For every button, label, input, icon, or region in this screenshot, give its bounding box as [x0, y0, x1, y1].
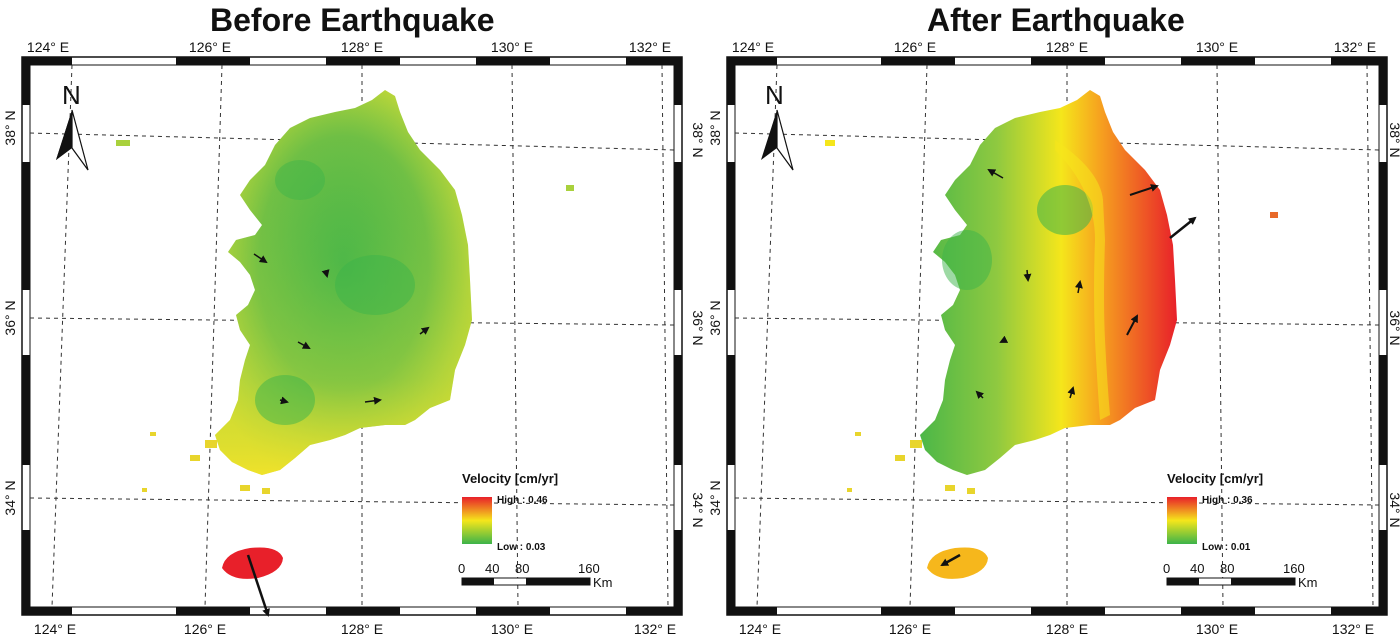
svg-text:124° E: 124° E [739, 621, 781, 637]
after-arrows [940, 169, 1197, 567]
after-legend: Velocity [cm/yr] High : 0.36 Low : 0.01 [1167, 471, 1263, 553]
before-north-arrow: N [56, 80, 89, 171]
before-islands [142, 432, 270, 494]
svg-text:128° E: 128° E [341, 621, 383, 637]
before-island-ulleung [566, 185, 574, 191]
svg-text:124° E: 124° E [732, 39, 774, 55]
svg-text:38° N: 38° N [2, 110, 18, 145]
svg-text:124° E: 124° E [34, 621, 76, 637]
svg-text:Km: Km [593, 575, 613, 590]
before-legend-ramp [462, 497, 492, 544]
svg-text:130° E: 130° E [491, 39, 533, 55]
svg-text:126° E: 126° E [889, 621, 931, 637]
svg-text:38° N: 38° N [1387, 122, 1400, 157]
svg-text:132° E: 132° E [1334, 39, 1376, 55]
after-legend-title: Velocity [cm/yr] [1167, 471, 1263, 486]
svg-text:34° N: 34° N [707, 480, 723, 515]
svg-text:132° E: 132° E [629, 39, 671, 55]
after-frame-bars [727, 57, 1387, 615]
before-scale-bar: 0 40 80 160 Km [458, 561, 613, 590]
after-island-ulleung [1270, 212, 1278, 218]
before-legend-high: High : 0.46 [497, 495, 548, 506]
svg-text:38° N: 38° N [707, 110, 723, 145]
svg-text:130° E: 130° E [1196, 39, 1238, 55]
svg-text:128° E: 128° E [1046, 621, 1088, 637]
after-north-label: N [765, 80, 784, 110]
svg-text:36° N: 36° N [1387, 310, 1400, 345]
svg-text:80: 80 [1220, 561, 1234, 576]
before-axis-labels: 124° E 126° E 128° E 130° E 132° E 124° … [2, 39, 706, 637]
svg-text:124° E: 124° E [27, 39, 69, 55]
svg-text:0: 0 [458, 561, 465, 576]
svg-text:34° N: 34° N [1387, 492, 1400, 527]
svg-text:34° N: 34° N [2, 480, 18, 515]
svg-text:80: 80 [515, 561, 529, 576]
before-frame-bars [22, 57, 682, 615]
after-map-panel: N Velocity [cm/yr] High : 0.36 Low : 0.0… [707, 39, 1400, 637]
svg-text:128° E: 128° E [1046, 39, 1088, 55]
svg-text:128° E: 128° E [341, 39, 383, 55]
before-legend-low: Low : 0.03 [497, 542, 546, 553]
after-legend-high: High : 0.36 [1202, 495, 1253, 506]
svg-text:Km: Km [1298, 575, 1318, 590]
before-arrows [246, 253, 430, 617]
svg-text:34° N: 34° N [690, 492, 706, 527]
svg-text:0: 0 [1163, 561, 1170, 576]
after-north-arrow: N [761, 80, 794, 171]
svg-text:126° E: 126° E [184, 621, 226, 637]
svg-text:36° N: 36° N [2, 300, 18, 335]
svg-text:40: 40 [1190, 561, 1204, 576]
after-axis-labels: 124° E 126° E 128° E 130° E 132° E 124° … [707, 39, 1400, 637]
after-scale-bar: 0 40 80 160 Km [1163, 561, 1318, 590]
svg-text:126° E: 126° E [189, 39, 231, 55]
svg-text:36° N: 36° N [690, 310, 706, 345]
svg-text:130° E: 130° E [491, 621, 533, 637]
before-north-label: N [62, 80, 81, 110]
svg-text:126° E: 126° E [894, 39, 936, 55]
before-legend-title: Velocity [cm/yr] [462, 471, 558, 486]
after-title: After Earthquake [927, 2, 1185, 38]
after-legend-low: Low : 0.01 [1202, 542, 1251, 553]
after-legend-ramp [1167, 497, 1197, 544]
svg-text:40: 40 [485, 561, 499, 576]
before-map-panel: N Velocity [cm/yr] High : 0.46 Low : 0.0… [2, 39, 706, 637]
before-legend: Velocity [cm/yr] High : 0.46 Low : 0.03 [462, 471, 558, 553]
svg-text:132° E: 132° E [634, 621, 676, 637]
svg-text:36° N: 36° N [707, 300, 723, 335]
after-island-nw [825, 140, 835, 146]
svg-text:132° E: 132° E [1332, 621, 1374, 637]
svg-text:160: 160 [1283, 561, 1305, 576]
before-island-nw [116, 140, 130, 146]
svg-text:160: 160 [578, 561, 600, 576]
svg-text:38° N: 38° N [690, 122, 706, 157]
before-title: Before Earthquake [210, 2, 495, 38]
after-islands [847, 432, 975, 494]
svg-text:130° E: 130° E [1196, 621, 1238, 637]
